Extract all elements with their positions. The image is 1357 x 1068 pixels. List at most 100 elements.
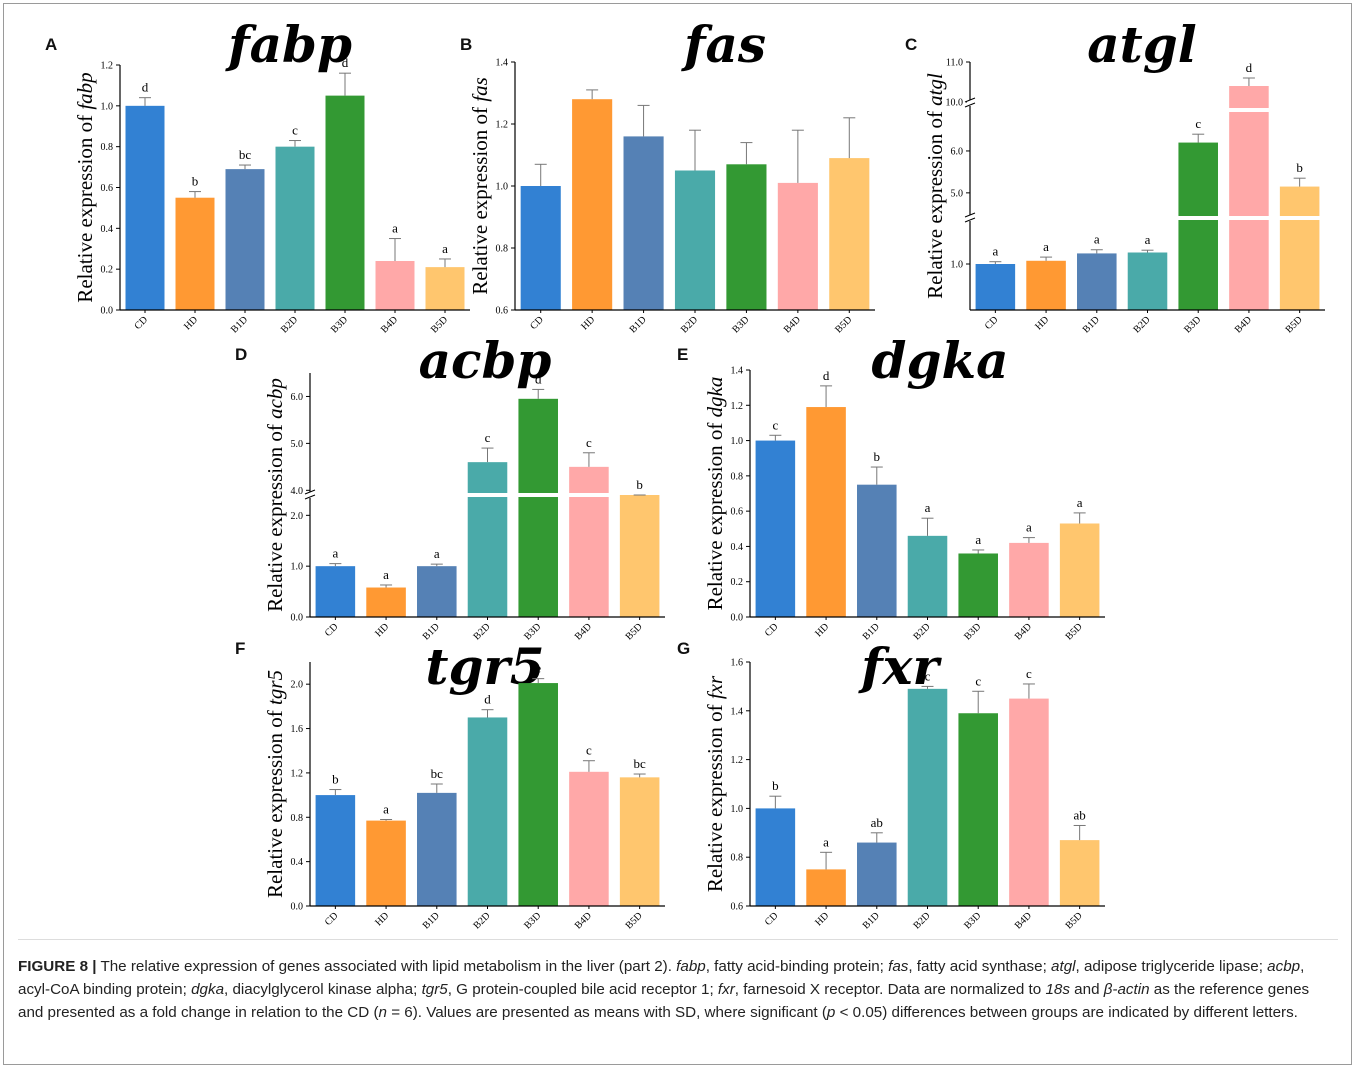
y-axis-label-prefix: Relative expression of xyxy=(923,106,947,299)
significance-letter: c xyxy=(292,123,298,138)
caption-def-text: , farnesoid X receptor. xyxy=(734,981,884,998)
y-tick-label: 0.8 xyxy=(731,471,744,482)
y-tick-label: 0.4 xyxy=(291,857,304,868)
significance-letter: d xyxy=(484,692,491,707)
bar-B3D xyxy=(518,683,558,906)
significance-letter: c xyxy=(586,743,592,758)
bar-B4D xyxy=(569,771,609,906)
caption-def-text: , acyl-CoA binding protein; xyxy=(18,958,1305,998)
significance-letter: b xyxy=(1296,160,1303,175)
significance-letter: a xyxy=(925,500,931,515)
significance-letter: b xyxy=(636,477,643,492)
axis-break-mark xyxy=(304,494,316,500)
significance-letter: a xyxy=(442,241,448,256)
bar-B5D xyxy=(619,495,660,617)
x-tick-label: B2D xyxy=(279,314,300,335)
y-tick-label: 0.6 xyxy=(496,306,509,317)
x-tick-label: B3D xyxy=(962,621,983,642)
bar-CD xyxy=(315,566,356,617)
bar-CD xyxy=(520,186,561,310)
significance-letter: a xyxy=(434,546,440,561)
x-tick-label: B3D xyxy=(329,314,350,335)
significance-letter: c xyxy=(485,430,491,445)
x-tick-label: B3D xyxy=(1182,314,1203,335)
bar-B2D xyxy=(907,535,948,617)
bar-B5D xyxy=(829,158,870,310)
chart-title: fas xyxy=(681,15,766,74)
caption-n-val: = 6). Values are presented as means with… xyxy=(386,1004,827,1021)
bar-HD xyxy=(572,99,613,310)
axis-break-mark xyxy=(964,102,976,108)
significance-letter: a xyxy=(1026,520,1032,535)
significance-letter: bc xyxy=(634,756,647,771)
y-axis-label-gene: acbp xyxy=(263,378,287,419)
y-tick-label: 1.2 xyxy=(291,768,304,779)
significance-letter: c xyxy=(1026,666,1032,681)
y-tick-label: 1.4 xyxy=(731,706,744,717)
bar-break-gap xyxy=(1228,216,1270,220)
bar-B1D xyxy=(857,484,897,617)
y-axis-label: Relative expression of tgr5 xyxy=(263,670,287,898)
x-tick-label: B3D xyxy=(962,910,983,931)
y-tick-label: 6.0 xyxy=(951,146,964,157)
panel-letter: G xyxy=(677,639,690,658)
bar-B1D xyxy=(225,169,265,310)
x-tick-label: CD xyxy=(323,910,341,928)
caption-intro: The relative expression of genes associa… xyxy=(96,958,677,975)
axis-break-mark xyxy=(964,97,976,103)
caption-norm-mid: as the reference genes and presented as … xyxy=(18,981,1310,1021)
significance-letter: d xyxy=(1246,60,1253,75)
bar-B4D xyxy=(1009,542,1049,617)
caption-def-abbr: atgl xyxy=(1051,958,1076,975)
y-tick-label: 0.0 xyxy=(291,613,304,624)
panel-letter: A xyxy=(45,35,57,54)
bar-HD xyxy=(175,197,215,310)
x-tick-label: B2D xyxy=(679,314,700,335)
bar-B2D xyxy=(907,688,948,906)
y-axis-label-gene: tgr5 xyxy=(263,670,287,705)
x-tick-label: B5D xyxy=(624,621,645,642)
significance-letter: d xyxy=(142,80,149,95)
y-axis-label: Relative expression of atgl xyxy=(923,73,947,299)
y-axis-label-prefix: Relative expression of xyxy=(703,699,727,892)
y-axis-label-gene: dgka xyxy=(703,377,727,418)
y-axis-label-gene: fxr xyxy=(703,675,727,699)
x-tick-label: B4D xyxy=(573,621,594,642)
axis-break-mark xyxy=(964,212,976,218)
y-axis-label-prefix: Relative expression of xyxy=(263,705,287,898)
x-tick-label: B5D xyxy=(1064,910,1085,931)
caption-def-text: , adipose triglyceride lipase; xyxy=(1075,958,1268,975)
x-tick-label: CD xyxy=(763,910,781,928)
x-tick-label: B2D xyxy=(471,910,492,931)
significance-letter: a xyxy=(1094,232,1100,247)
y-tick-label: 5.0 xyxy=(291,439,304,450)
bar-B2D xyxy=(674,170,716,310)
caption-def-abbr: tgr5 xyxy=(421,981,448,998)
significance-letter: a xyxy=(332,546,338,561)
bar-break-gap xyxy=(1278,216,1321,220)
chart-title: acbp xyxy=(419,331,552,390)
significance-letter: c xyxy=(586,435,592,450)
bar-B2D xyxy=(1127,252,1168,310)
x-tick-label: B5D xyxy=(1284,314,1305,335)
significance-letter: d xyxy=(342,55,349,70)
bar-B5D xyxy=(619,777,660,906)
bar-B1D xyxy=(857,842,897,906)
bar-B3D xyxy=(958,713,998,906)
chart-title: fxr xyxy=(858,637,942,696)
y-tick-label: 1.4 xyxy=(496,58,509,69)
caption-def-abbr: dgka xyxy=(191,981,225,998)
caption-def-text: , G protein-coupled bile acid receptor 1… xyxy=(447,981,718,998)
significance-letter: c xyxy=(925,668,931,683)
caption-def-text: , diacylglycerol kinase alpha; xyxy=(224,981,422,998)
bar-break-gap xyxy=(1177,216,1219,220)
caption-norm-pre: Data are normalized to xyxy=(883,981,1046,998)
y-axis-label-prefix: Relative expression of xyxy=(468,102,492,295)
panel-letter: F xyxy=(235,639,245,658)
y-tick-label: 10.0 xyxy=(946,98,964,109)
axis-break-gap xyxy=(967,215,973,221)
caption-def-abbr: fas xyxy=(888,958,909,975)
y-axis-label-gene: atgl xyxy=(923,73,947,106)
